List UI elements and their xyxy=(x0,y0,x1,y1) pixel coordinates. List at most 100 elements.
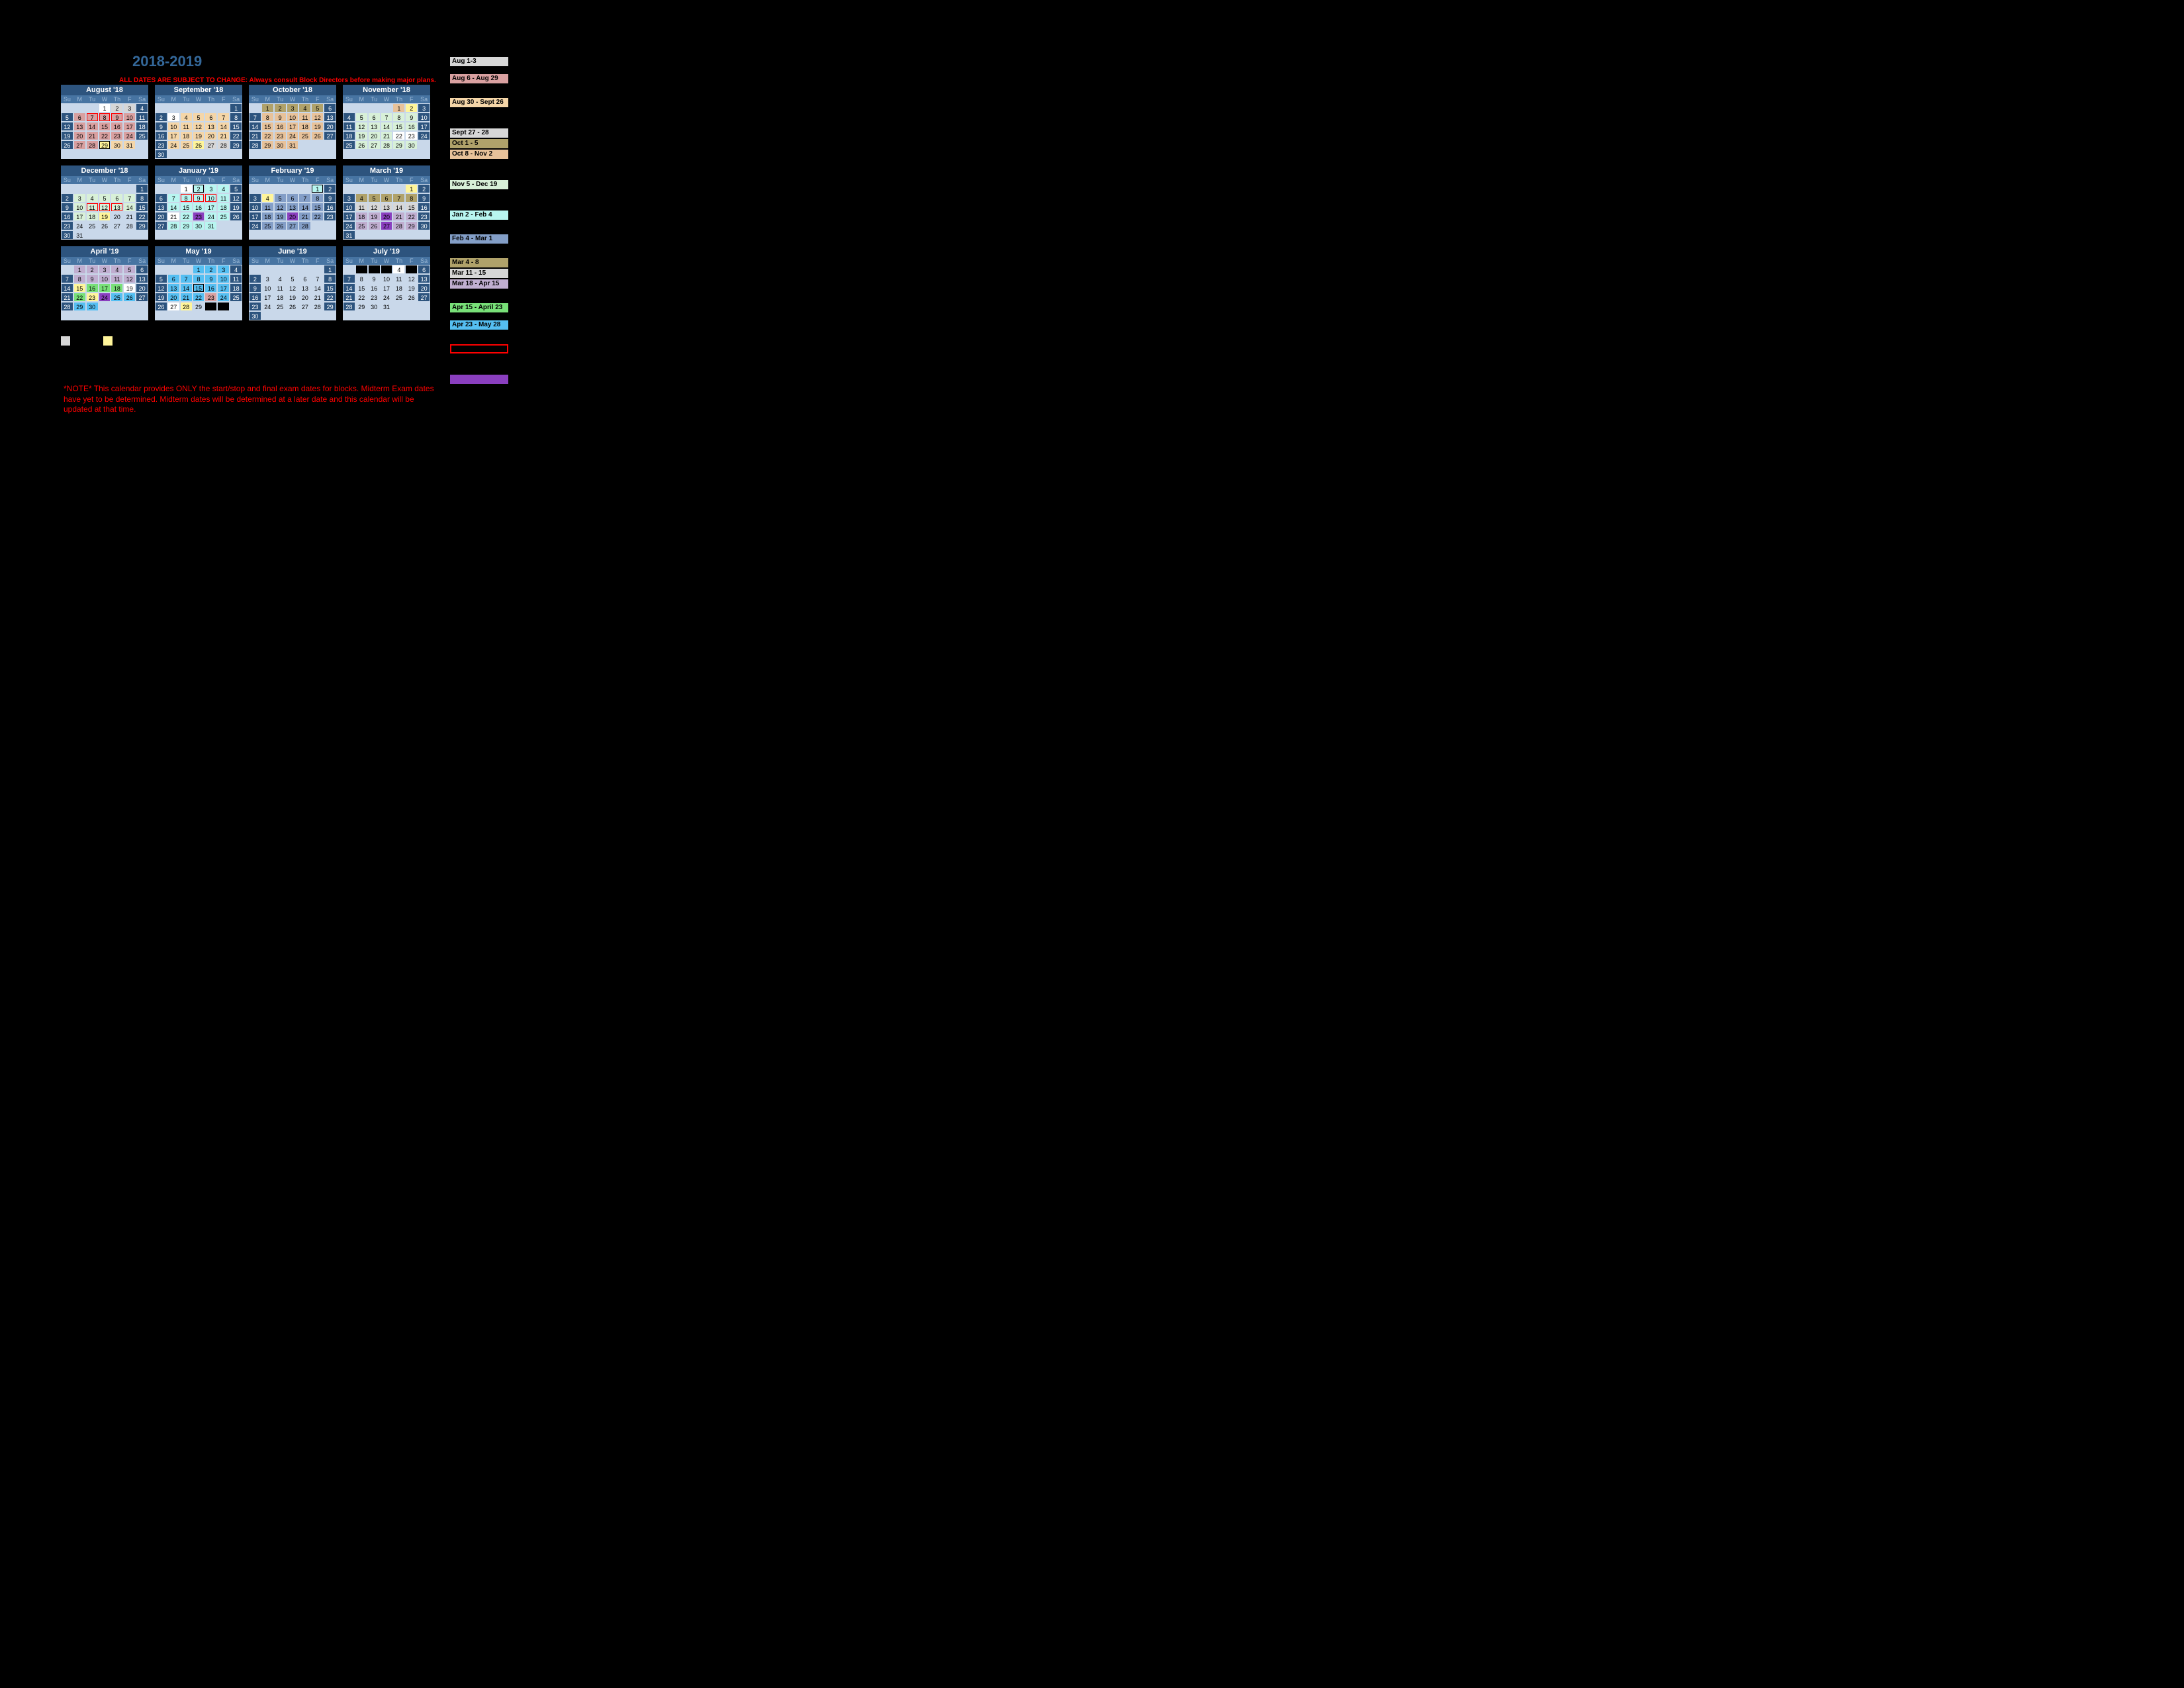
day-cell: 14 xyxy=(298,203,311,212)
day-cell: 14 xyxy=(61,283,73,293)
day-cell: 16 xyxy=(368,283,381,293)
day-cell: 13 xyxy=(73,122,86,131)
legend-item: Mar 4 - 8 xyxy=(450,258,523,267)
day-cell: 10 xyxy=(217,274,230,283)
day-cell: 3 xyxy=(418,103,430,113)
day-cell: 3 xyxy=(205,184,217,193)
day-cell: 26 xyxy=(355,140,368,150)
day-cell: 11 xyxy=(86,203,99,212)
day-cell: 7 xyxy=(249,113,261,122)
day-cell: 29 xyxy=(73,302,86,311)
day-cell: 4 xyxy=(343,113,355,122)
day-cell: 26 xyxy=(123,293,136,302)
day-cell: 28 xyxy=(343,302,355,311)
day-cell: 10 xyxy=(99,274,111,283)
day-cell: 21 xyxy=(167,212,180,221)
month-title: September '18 xyxy=(155,85,242,95)
day-cell: 28 xyxy=(167,221,180,230)
day-cell: 19 xyxy=(155,293,167,302)
day-cell: 20 xyxy=(111,212,123,221)
day-cell: 24 xyxy=(418,131,430,140)
day-cell: 4 xyxy=(230,265,242,274)
day-cell: 1 xyxy=(193,265,205,274)
day-cell: 29 xyxy=(392,140,405,150)
day-cell: 3 xyxy=(249,193,261,203)
day-cell: 10 xyxy=(381,274,393,283)
day-cell: 27 xyxy=(205,140,217,150)
day-cell: 1 xyxy=(230,103,242,113)
day-cell: 16 xyxy=(111,122,123,131)
day-cell: 5 xyxy=(230,184,242,193)
day-cell: 26 xyxy=(230,212,242,221)
day-cell: 15 xyxy=(136,203,148,212)
day-cell: 20 xyxy=(155,212,167,221)
day-cell: 6 xyxy=(381,193,393,203)
day-cell: 17 xyxy=(167,131,180,140)
day-cell: 6 xyxy=(418,265,430,274)
day-cell: 10 xyxy=(123,113,136,122)
day-cell: 6 xyxy=(155,193,167,203)
day-cell: 14 xyxy=(217,122,230,131)
legend-item: Oct 1 - 5 xyxy=(450,139,523,148)
legend-item: Apr 23 - May 28 xyxy=(450,320,523,330)
day-cell: 8 xyxy=(355,274,368,283)
day-cell: 27 xyxy=(111,221,123,230)
day-cell: 8 xyxy=(324,274,336,283)
day-cell: 30 xyxy=(205,302,217,311)
day-cell: 19 xyxy=(355,131,368,140)
day-cell: 9 xyxy=(249,283,261,293)
day-cell: 7 xyxy=(217,113,230,122)
day-cell: 18 xyxy=(136,122,148,131)
day-cell: 1 xyxy=(324,265,336,274)
day-cell: 13 xyxy=(136,274,148,283)
day-cell: 2 xyxy=(324,184,336,193)
month: August '18SuMTuWThFSa...1234567891011121… xyxy=(61,85,148,159)
day-cell: 10 xyxy=(287,113,299,122)
day-cell: 9 xyxy=(111,113,123,122)
day-cell: 12 xyxy=(193,122,205,131)
day-cell: 27 xyxy=(368,140,381,150)
legend-item: Apr 15 - April 23 xyxy=(450,303,523,312)
day-cell: 29 xyxy=(324,302,336,311)
day-cell: 13 xyxy=(155,203,167,212)
day-cell: 12 xyxy=(155,283,167,293)
day-cell: 29 xyxy=(136,221,148,230)
day-cell: 12 xyxy=(405,274,418,283)
day-cell: 19 xyxy=(368,212,381,221)
day-cell: 1 xyxy=(355,265,368,274)
day-cell: 3 xyxy=(381,265,393,274)
day-cell: 19 xyxy=(123,283,136,293)
day-cell: 11 xyxy=(355,203,368,212)
day-cell: 12 xyxy=(230,193,242,203)
day-cell: 17 xyxy=(99,283,111,293)
month: October '18SuMTuWThFSa.12345678910111213… xyxy=(249,85,336,159)
day-cell: 9 xyxy=(155,122,167,131)
day-cell: 16 xyxy=(61,212,73,221)
day-cell: 17 xyxy=(217,283,230,293)
month-title: July '19 xyxy=(343,246,430,257)
day-cell: 23 xyxy=(368,293,381,302)
day-cell: 25 xyxy=(392,293,405,302)
day-cell: 23 xyxy=(155,140,167,150)
day-cell: 28 xyxy=(298,221,311,230)
day-cell: 3 xyxy=(167,113,180,122)
legend-item: Nov 5 - Dec 19 xyxy=(450,180,523,189)
legend-item: Mar 11 - 15 xyxy=(450,269,523,278)
day-cell: 29 xyxy=(180,221,193,230)
day-cell: 17 xyxy=(418,122,430,131)
day-cell: 30 xyxy=(418,221,430,230)
day-cell: 9 xyxy=(61,203,73,212)
day-cell: 26 xyxy=(368,221,381,230)
key-swatches xyxy=(61,336,113,346)
day-cell: 26 xyxy=(405,293,418,302)
day-cell: 16 xyxy=(86,283,99,293)
day-cell: 24 xyxy=(99,293,111,302)
day-cell: 3 xyxy=(343,193,355,203)
day-cell: 9 xyxy=(368,274,381,283)
day-cell: 22 xyxy=(73,293,86,302)
day-cell: 20 xyxy=(381,212,393,221)
day-cell: 7 xyxy=(392,193,405,203)
day-cell: 25 xyxy=(343,140,355,150)
day-cell: 14 xyxy=(123,203,136,212)
day-cell: 16 xyxy=(205,283,217,293)
